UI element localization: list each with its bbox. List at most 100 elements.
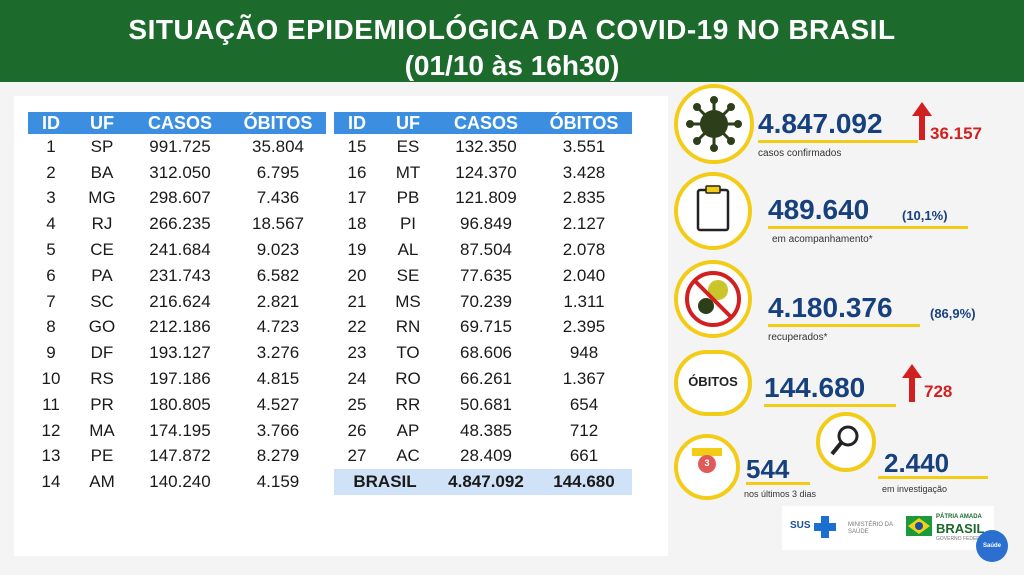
total-row: BRASIL 4.847.092 144.680 [334,469,632,496]
table-header-row: ID UF CASOS ÓBITOS [28,112,326,134]
divider [758,140,918,143]
cell-deaths: 4.815 [256,369,300,389]
cell-cases: 48.385 [460,420,512,440]
cell-uf: MT [395,162,421,182]
table-row: 27 AC 28.409 661 [334,444,632,470]
divider [768,324,920,327]
cell-uf: BA [90,162,114,182]
cell-uf: PB [396,188,420,208]
cell-uf: PE [90,446,114,466]
monitoring-pct: (10,1%) [902,208,948,223]
gov-logos: SUS MINISTÉRIO DA SAÚDE PÁTRIA AMADA BRA… [782,506,994,550]
cell-uf: GO [88,317,116,337]
cell-cases: 132.350 [455,136,517,156]
cell-uf: TO [396,343,420,363]
up-arrow-icon [912,102,932,140]
cell-uf: CE [90,240,114,260]
magnifier-icon [816,412,876,472]
cell-deaths: 3.276 [256,343,300,363]
table-row: 1 SP 991.725 35.804 [28,134,326,160]
table-row: 25 RR 50.681 654 [334,392,632,418]
table-row: 13 PE 147.872 8.279 [28,444,326,470]
ministry-logo: MINISTÉRIO DA SAÚDE [848,522,893,535]
cell-deaths: 3.766 [256,420,300,440]
total-deaths: 144.680 [536,469,632,496]
cell-deaths: 6.582 [256,265,300,285]
cell-cases: 231.743 [149,265,211,285]
cell-deaths: 2.835 [562,188,606,208]
brasil-text: BRASIL [936,521,985,536]
col-header-uf: UF [74,112,130,134]
table-row: 22 RN 69.715 2.395 [334,315,632,341]
deaths-badge-label: ÓBITOS [688,374,738,389]
cell-id: 21 [347,291,367,311]
cell-cases: 66.261 [460,369,512,389]
cell-deaths: 712 [569,420,599,440]
cell-deaths: 4.159 [256,472,300,492]
cell-cases: 180.805 [149,394,211,414]
divider [878,476,988,479]
cell-cases: 68.606 [460,343,512,363]
sus-cross-icon [814,516,836,538]
cell-id: 17 [347,188,367,208]
cell-cases: 174.195 [149,420,211,440]
col-header-cases: CASOS [436,112,536,134]
cell-uf: AL [397,240,419,260]
cell-uf: RJ [91,214,113,234]
cell-deaths: 3.428 [562,162,606,182]
col-header-id: ID [334,112,380,134]
last3-value: 544 [746,454,790,484]
cell-id: 14 [41,472,61,492]
cell-cases: 197.186 [149,369,211,389]
cell-id: 4 [46,214,56,234]
cell-uf: MS [395,291,421,311]
col-header-uf: UF [380,112,436,134]
cell-uf: PI [399,214,417,234]
confirmed-delta: 36.157 [930,124,982,143]
page-title: SITUAÇÃO EPIDEMIOLÓGICA DA COVID-19 NO B… [128,14,896,45]
monitoring-label: em acompanhamento* [772,234,873,245]
deaths-badge: ÓBITOS [674,350,752,416]
cell-id: 7 [46,291,56,311]
monitoring-value: 489.640 [768,194,870,225]
calendar-icon: 3 [674,434,740,500]
cell-deaths: 2.395 [562,317,606,337]
table-row: 20 SE 77.635 2.040 [334,263,632,289]
page-subtitle: (01/10 às 16h30) [404,50,620,81]
brazil-flag-icon [906,516,932,536]
cell-cases: 69.715 [460,317,512,337]
cell-deaths: 2.127 [562,214,606,234]
table-row: 9 DF 193.127 3.276 [28,340,326,366]
cell-uf: PR [90,394,114,414]
cell-cases: 96.849 [460,214,512,234]
cell-deaths: 6.795 [256,162,300,182]
cell-uf: SE [396,265,420,285]
cell-uf: DF [90,343,114,363]
cell-cases: 212.186 [149,317,211,337]
cell-cases: 140.240 [149,472,211,492]
cell-cases: 241.684 [149,240,211,260]
cell-id: 16 [347,162,367,182]
calendar-number: 3 [704,458,710,468]
cell-id: 22 [347,317,367,337]
divider [746,482,810,485]
cell-uf: SP [90,136,114,156]
cell-uf: MA [89,420,115,440]
cell-deaths: 661 [569,446,599,466]
cell-id: 23 [347,343,367,363]
cell-uf: RS [90,369,114,389]
cell-id: 9 [46,343,56,363]
up-arrow-icon [902,364,922,402]
cell-cases: 312.050 [149,162,211,182]
cell-deaths: 2.040 [562,265,606,285]
cell-id: 10 [41,369,61,389]
table-row: 3 MG 298.607 7.436 [28,186,326,212]
cell-uf: AM [89,472,115,492]
table-row: 19 AL 87.504 2.078 [334,237,632,263]
cell-cases: 87.504 [460,240,512,260]
table-row: 16 MT 124.370 3.428 [334,160,632,186]
cell-deaths: 1.311 [563,291,605,311]
table-row: 2 BA 312.050 6.795 [28,160,326,186]
cell-id: 13 [41,446,61,466]
state-table-panel: ID UF CASOS ÓBITOS 1 SP 991.725 35.804 2 BA 31… [14,96,668,556]
